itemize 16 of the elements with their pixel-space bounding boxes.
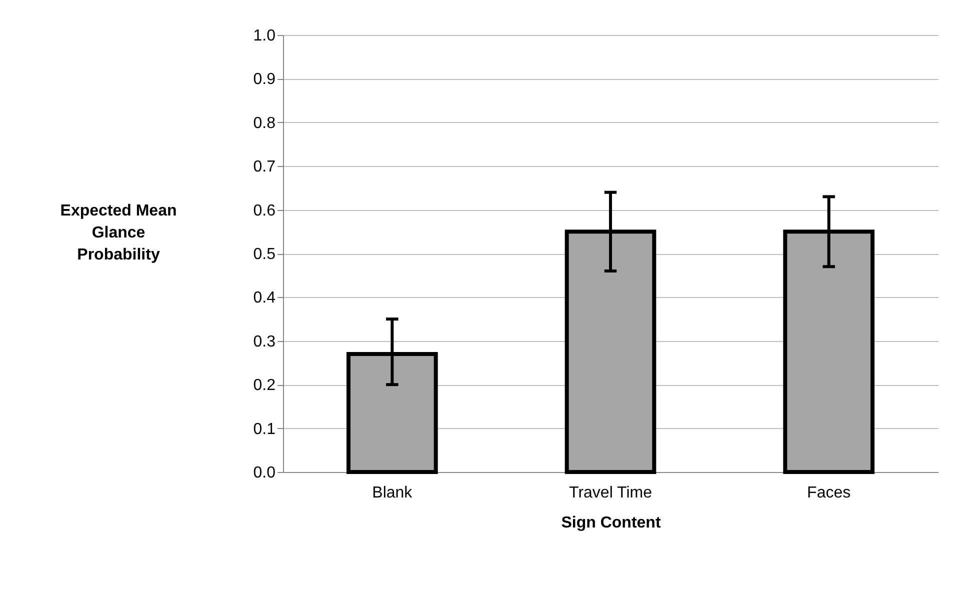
y-tick-label: 0.1 <box>253 420 276 438</box>
y-tick-label: 0.9 <box>253 71 276 88</box>
x-tick-label: Blank <box>372 484 414 502</box>
y-tick-label: 0.3 <box>253 333 276 350</box>
x-tick-label: Faces <box>807 484 851 502</box>
x-axis-title: Sign Content <box>561 514 662 532</box>
y-tick-label: 0.2 <box>253 377 276 394</box>
y-tick-label: 0.7 <box>253 158 276 176</box>
y-axis-title: Expected Mean Glance Probability <box>60 202 177 264</box>
y-tick-label: 0.0 <box>253 464 276 482</box>
y-tick-label: 1.0 <box>253 28 276 44</box>
y-tick-label: 0.5 <box>253 246 276 263</box>
y-tick-label: 0.4 <box>253 290 276 307</box>
y-tick-label: 0.8 <box>253 114 276 132</box>
y-tick-label: 0.6 <box>253 202 276 220</box>
x-tick-label: Travel Time <box>569 484 652 502</box>
